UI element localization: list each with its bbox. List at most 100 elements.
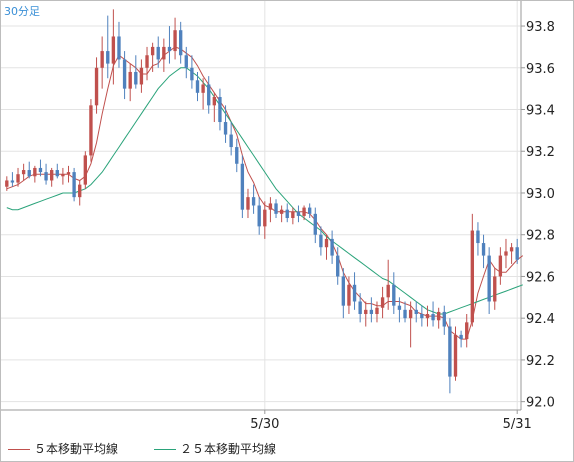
candle-body-up bbox=[380, 297, 385, 308]
candle-body-up bbox=[263, 209, 267, 227]
candle-body-up bbox=[291, 211, 295, 219]
candle-body-down bbox=[313, 213, 317, 235]
candle-body-down bbox=[515, 247, 519, 260]
candle-body-down bbox=[38, 167, 43, 173]
candle-body-down bbox=[341, 276, 346, 306]
candle-body-up bbox=[150, 46, 155, 56]
candle-body-down bbox=[156, 46, 160, 60]
y-tick-label: 93.2 bbox=[526, 145, 555, 160]
candle-body-down bbox=[257, 205, 261, 227]
candle-body-up bbox=[100, 51, 104, 68]
candle-body-up bbox=[364, 309, 368, 315]
candle-body-down bbox=[459, 334, 463, 340]
candle-body-down bbox=[167, 46, 172, 52]
candle-body-down bbox=[403, 309, 407, 319]
candle-body-up bbox=[425, 314, 430, 319]
candle-body-down bbox=[448, 326, 452, 377]
legend-item-ma5: ５本移動平均線 bbox=[8, 440, 118, 457]
candle-body-up bbox=[66, 172, 71, 175]
candle-body-down bbox=[195, 80, 200, 93]
candle-body-up bbox=[33, 167, 37, 177]
candle-body-up bbox=[470, 230, 475, 323]
candle-body-up bbox=[324, 238, 329, 248]
candle-body-down bbox=[369, 309, 374, 315]
candle-body-down bbox=[184, 55, 188, 68]
candle-body-up bbox=[89, 105, 93, 156]
candle-body-up bbox=[145, 55, 149, 68]
candle-body-down bbox=[72, 172, 76, 198]
candle-body-down bbox=[190, 67, 194, 81]
candle-body-down bbox=[218, 96, 222, 123]
candle-body-up bbox=[21, 170, 26, 175]
candle-body-down bbox=[330, 238, 334, 256]
candle-body-up bbox=[111, 36, 116, 64]
candle-body-down bbox=[223, 122, 228, 135]
candle-body-up bbox=[94, 67, 99, 106]
ma5-swatch bbox=[8, 449, 30, 450]
candle-body-down bbox=[319, 234, 323, 248]
candle-body-down bbox=[336, 255, 340, 277]
y-tick-label: 92.8 bbox=[526, 229, 555, 244]
y-tick-label: 93.6 bbox=[526, 62, 555, 77]
candle-body-down bbox=[122, 59, 127, 89]
candle-body-down bbox=[117, 36, 121, 60]
candle-body-up bbox=[453, 334, 458, 377]
candle-body-up bbox=[347, 284, 351, 306]
candle-body-up bbox=[162, 46, 166, 60]
candle-body-down bbox=[476, 230, 480, 244]
y-tick-label: 93.4 bbox=[526, 104, 555, 119]
x-tick-label: 5/30 bbox=[250, 417, 279, 432]
legend-label-ma5: ５本移動平均線 bbox=[34, 442, 119, 456]
legend-label-ma25: ２５本移動平均線 bbox=[180, 442, 277, 456]
candle-body-up bbox=[139, 67, 144, 85]
candle-body-up bbox=[173, 30, 177, 52]
candle-body-down bbox=[251, 197, 256, 206]
candle-body-down bbox=[134, 71, 138, 85]
y-tick-label: 92.0 bbox=[526, 396, 555, 411]
candle-body-down bbox=[397, 305, 402, 310]
candle-body-up bbox=[493, 276, 497, 302]
candle-body-up bbox=[408, 309, 413, 319]
candle-body-up bbox=[465, 322, 469, 340]
candle-body-up bbox=[78, 184, 82, 198]
candle-body-down bbox=[442, 311, 446, 327]
candle-body-down bbox=[44, 172, 48, 181]
candle-body-up bbox=[498, 255, 503, 277]
candle-body-up bbox=[201, 84, 205, 93]
candle-body-up bbox=[128, 71, 132, 89]
timeframe-label: 30分足 bbox=[4, 5, 40, 18]
candle-body-down bbox=[414, 309, 418, 315]
y-tick-label: 92.2 bbox=[526, 354, 555, 369]
y-tick-label: 93.8 bbox=[526, 20, 555, 35]
candle-body-down bbox=[229, 134, 233, 148]
ma25-swatch bbox=[154, 449, 176, 450]
candle-body-down bbox=[487, 255, 491, 302]
candle-body-down bbox=[274, 203, 278, 214]
candle-body-up bbox=[246, 197, 250, 210]
candle-body-down bbox=[27, 170, 31, 177]
ma25-line bbox=[6, 67, 523, 315]
candle-body-down bbox=[352, 284, 357, 302]
candle-body-up bbox=[436, 311, 441, 321]
candle-body-up bbox=[279, 209, 284, 214]
candle-body-up bbox=[386, 284, 390, 298]
candle-body-down bbox=[106, 51, 110, 64]
candle-body-down bbox=[392, 284, 396, 306]
candle-body-down bbox=[420, 314, 424, 319]
candle-body-up bbox=[5, 180, 9, 187]
candle-body-down bbox=[55, 170, 59, 177]
candle-body-up bbox=[504, 251, 508, 256]
candle-body-up bbox=[212, 96, 217, 106]
candle-body-up bbox=[302, 207, 306, 216]
candle-body-down bbox=[178, 30, 183, 56]
legend-item-ma25: ２５本移動平均線 bbox=[154, 440, 276, 457]
candle-body-down bbox=[207, 84, 211, 106]
candle-body-down bbox=[240, 163, 245, 210]
candle-body-down bbox=[10, 180, 15, 183]
candle-body-down bbox=[431, 314, 435, 321]
candle-body-down bbox=[358, 301, 362, 315]
legend: ５本移動平均線 ２５本移動平均線 bbox=[0, 436, 574, 460]
candle-body-down bbox=[481, 243, 486, 256]
candle-body-down bbox=[235, 147, 239, 164]
candle-body-up bbox=[16, 174, 20, 183]
